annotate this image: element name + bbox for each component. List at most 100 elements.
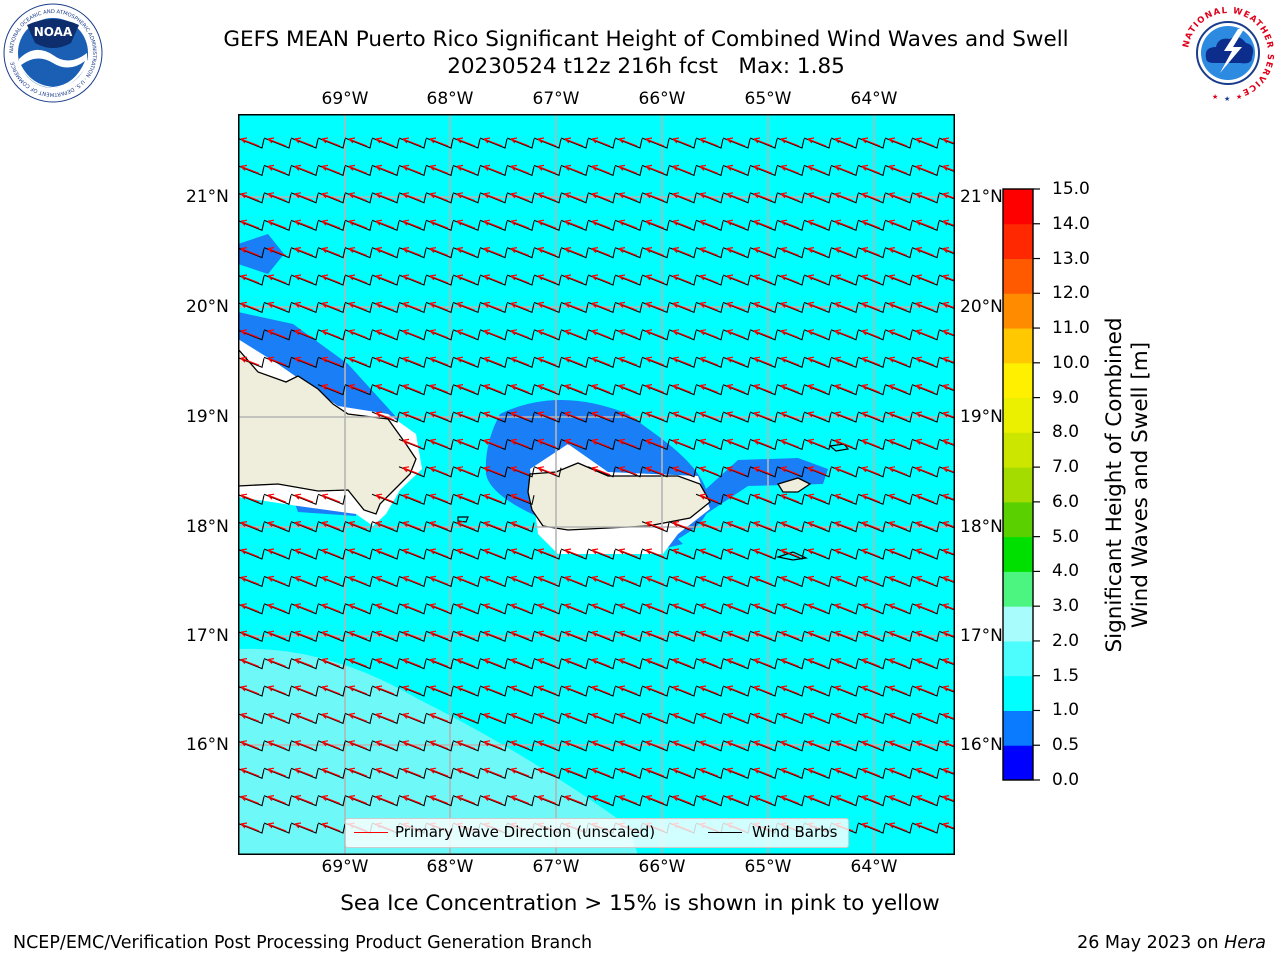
- wave-direction-arrow: [834, 356, 854, 366]
- wave-direction-arrow: [753, 438, 773, 448]
- wave-direction-arrow: [942, 493, 955, 501]
- wind-barb: [911, 685, 940, 697]
- wind-barb: [938, 658, 955, 666]
- wave-direction-arrow: [375, 685, 395, 695]
- colorbar-swatch: [1003, 640, 1033, 677]
- wave-direction-arrow: [942, 137, 955, 145]
- wave-direction-arrow: [834, 137, 854, 147]
- wave-direction-arrow: [429, 548, 449, 558]
- wind-barb: [911, 740, 940, 752]
- wind-barb: [479, 685, 508, 697]
- wave-direction-arrow: [672, 603, 692, 613]
- wave-direction-arrow: [537, 740, 557, 750]
- wind-barb: [425, 164, 454, 177]
- wave-direction-arrow: [294, 493, 314, 503]
- footer-date-text: 26 May 2023 on: [1077, 933, 1225, 953]
- wave-direction-arrow: [510, 219, 530, 229]
- lat-tick-left: 18°N: [186, 517, 229, 537]
- wind-barb: [479, 274, 508, 286]
- wind-barb: [452, 247, 481, 259]
- wind-barb: [263, 712, 292, 725]
- wind-barb: [425, 274, 454, 286]
- wind-barb: [479, 767, 508, 779]
- wave-direction-arrow: [402, 603, 422, 613]
- wind-barb: [749, 685, 778, 697]
- wave-direction-arrow: [348, 219, 368, 229]
- wind-barb: [749, 438, 778, 451]
- wave-direction-arrow: [456, 630, 476, 640]
- wind-barb: [263, 356, 292, 368]
- wind-barb: [803, 329, 832, 341]
- wave-direction-arrow: [294, 301, 314, 311]
- lon-tick-top: 67°W: [532, 89, 580, 109]
- wind-barb: [695, 384, 724, 396]
- lon-tick-bottom: 64°W: [850, 857, 898, 877]
- wind-barb: [587, 575, 616, 588]
- wind-barb: [830, 384, 859, 396]
- wind-barb: [911, 575, 940, 588]
- wind-barb: [317, 712, 346, 725]
- wave-direction-arrow: [267, 603, 287, 613]
- wave-direction-arrow: [618, 219, 638, 229]
- wave-direction-legend-label: Primary Wave Direction (unscaled): [395, 823, 656, 841]
- wind-barb: [776, 795, 805, 807]
- lat-tick-left: 20°N: [186, 297, 229, 317]
- wind-barb: [911, 767, 940, 779]
- wave-direction-arrow: [834, 493, 854, 503]
- wave-direction-arrow: [267, 356, 287, 366]
- wind-barb: [722, 548, 751, 560]
- wind-barb: [668, 712, 697, 725]
- wind-barb: [911, 329, 940, 341]
- wind-barb: [560, 767, 589, 779]
- wind-barb: [398, 164, 427, 177]
- wave-direction-arrow: [456, 411, 476, 421]
- colorbar-label: Significant Height of Combined Wind Waves…: [1102, 318, 1154, 653]
- wave-direction-arrow: [672, 521, 692, 531]
- wave-direction-arrow: [456, 164, 476, 174]
- wave-direction-arrow: [834, 247, 854, 257]
- wave-direction-arrow: [402, 384, 422, 394]
- wave-direction-arrow: [537, 384, 557, 394]
- nws-logo: NATIONAL WEATHER SERVICE ★ ★ ★: [1179, 4, 1277, 103]
- wind-barb: [398, 137, 427, 149]
- wind-barb: [722, 137, 751, 149]
- wind-barb: [452, 603, 481, 615]
- wave-direction-arrow: [510, 301, 530, 311]
- wind-barb: [398, 329, 427, 341]
- wave-direction-arrow: [726, 356, 746, 366]
- wind-barb: [776, 658, 805, 670]
- wind-barb: [803, 356, 832, 368]
- wave-direction-arrow: [753, 137, 773, 147]
- wind-barb: [749, 658, 778, 670]
- wave-direction-arrow: [834, 438, 854, 448]
- wave-direction-arrow: [402, 247, 422, 257]
- wave-direction-arrow: [294, 740, 314, 750]
- wave-direction-arrow: [591, 384, 611, 394]
- wave-direction-arrow: [699, 274, 719, 284]
- wind-barb: [803, 274, 832, 286]
- wave-direction-arrow: [915, 740, 935, 750]
- wind-barb: [641, 521, 670, 533]
- wind-barb: [938, 493, 955, 502]
- wave-direction-arrow: [726, 137, 746, 147]
- wave-direction-arrow: [240, 548, 260, 558]
- wind-barb: [668, 219, 697, 231]
- wave-direction-arrow: [780, 630, 800, 640]
- wind-barb: [776, 219, 805, 231]
- colorbar-tick-label: 6.0: [1052, 491, 1080, 512]
- wave-direction-arrow: [888, 329, 908, 339]
- wind-barb: [641, 247, 670, 259]
- wind-barb: [560, 630, 589, 642]
- wind-barb: [317, 219, 346, 231]
- wind-barb: [803, 630, 832, 642]
- wave-direction-arrow: [726, 301, 746, 311]
- wind-barb: [587, 767, 616, 779]
- wave-direction-arrow: [483, 356, 503, 366]
- wind-barb: [884, 466, 913, 478]
- wind-barb: [614, 384, 643, 396]
- lat-tick-right: 18°N: [960, 517, 1003, 537]
- wind-barb: [938, 712, 955, 721]
- wave-direction-arrow: [483, 630, 503, 640]
- wind-barb: [560, 411, 589, 423]
- wave-direction-arrow: [510, 329, 530, 339]
